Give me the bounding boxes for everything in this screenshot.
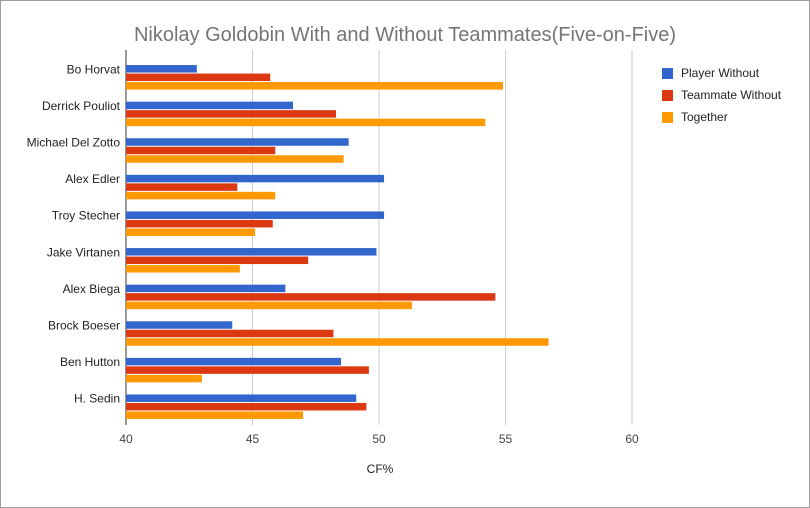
category-label: Derrick Pouliot bbox=[42, 99, 121, 113]
category-label: Brock Boeser bbox=[48, 319, 120, 333]
bar-teammate-without[interactable] bbox=[126, 219, 273, 228]
bar-together[interactable] bbox=[126, 374, 202, 383]
legend-item[interactable]: Teammate Without bbox=[662, 84, 781, 106]
bar-player-without[interactable] bbox=[126, 321, 233, 329]
x-tick-label: 55 bbox=[499, 432, 513, 446]
legend: Player Without Teammate Without Together bbox=[662, 62, 781, 128]
legend-item[interactable]: Player Without bbox=[662, 62, 781, 84]
chart-title: Nikolay Goldobin With and Without Teamma… bbox=[133, 24, 677, 46]
legend-item[interactable]: Together bbox=[662, 106, 781, 128]
bar-teammate-without[interactable] bbox=[126, 366, 369, 374]
x-tick-label: 45 bbox=[246, 432, 260, 446]
legend-label: Player Without bbox=[681, 66, 760, 80]
bar-teammate-without[interactable] bbox=[126, 110, 336, 118]
legend-label: Teammate Without bbox=[681, 88, 782, 102]
x-tick-label: 50 bbox=[372, 432, 386, 446]
bar-teammate-without[interactable] bbox=[126, 329, 334, 338]
legend-swatch bbox=[662, 89, 673, 101]
bar-together[interactable] bbox=[126, 265, 240, 273]
bar-together[interactable] bbox=[126, 155, 344, 163]
legend-swatch bbox=[662, 111, 673, 123]
bar-together[interactable] bbox=[126, 228, 256, 236]
bar-together[interactable] bbox=[126, 191, 276, 200]
bar-player-without[interactable] bbox=[126, 357, 342, 366]
x-tick-label: 40 bbox=[119, 432, 133, 446]
bar-together[interactable] bbox=[126, 118, 486, 127]
category-label: Alex Biega bbox=[63, 282, 121, 296]
bar-player-without[interactable] bbox=[126, 174, 385, 183]
bar-together[interactable] bbox=[126, 82, 503, 90]
legend-label: Together bbox=[681, 110, 728, 124]
bar-together[interactable] bbox=[126, 301, 412, 310]
bar-player-without[interactable] bbox=[126, 284, 286, 293]
category-label: Ben Hutton bbox=[60, 355, 120, 369]
bar-teammate-without[interactable] bbox=[126, 256, 309, 265]
bar-player-without[interactable] bbox=[126, 101, 293, 110]
bar-player-without[interactable] bbox=[126, 394, 357, 402]
bar-teammate-without[interactable] bbox=[126, 402, 367, 411]
bar-player-without[interactable] bbox=[126, 138, 349, 146]
bar-teammate-without[interactable] bbox=[126, 73, 271, 82]
category-label: Jake Virtanen bbox=[47, 245, 120, 259]
category-label: H. Sedin bbox=[74, 392, 120, 406]
legend-swatch bbox=[662, 67, 673, 79]
bar-teammate-without[interactable] bbox=[126, 183, 238, 191]
bar-together[interactable] bbox=[126, 411, 304, 419]
x-axis-label: CF% bbox=[366, 462, 394, 476]
bar-player-without[interactable] bbox=[126, 211, 385, 219]
category-label: Bo Horvat bbox=[67, 62, 121, 76]
bar-together[interactable] bbox=[126, 338, 549, 346]
bar-teammate-without[interactable] bbox=[126, 146, 276, 155]
x-tick-label: 60 bbox=[625, 432, 639, 446]
category-label: Troy Stecher bbox=[52, 209, 120, 223]
category-label: Michael Del Zotto bbox=[27, 136, 121, 150]
bar-player-without[interactable] bbox=[126, 248, 377, 256]
bar-player-without[interactable] bbox=[126, 65, 197, 73]
category-label: Alex Edler bbox=[65, 172, 120, 186]
bar-teammate-without[interactable] bbox=[126, 293, 496, 301]
